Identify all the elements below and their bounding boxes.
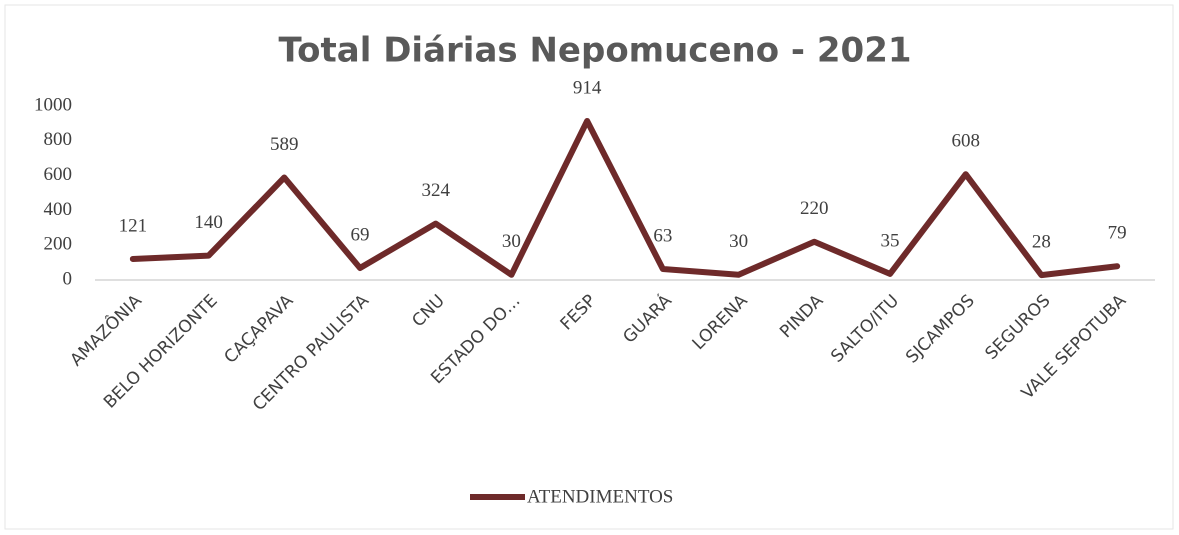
series-line xyxy=(129,117,1121,279)
data-label: 63 xyxy=(653,225,672,246)
data-label: 608 xyxy=(951,131,980,152)
data-label: 69 xyxy=(351,224,370,245)
data-label: 140 xyxy=(194,212,223,233)
y-tick-label: 800 xyxy=(44,129,73,150)
data-label: 28 xyxy=(1032,231,1051,252)
legend-label: ATENDIMENTOS xyxy=(527,486,673,507)
data-label: 79 xyxy=(1108,223,1127,244)
y-tick-label: 400 xyxy=(44,199,73,220)
y-tick-label: 1000 xyxy=(34,94,72,115)
data-label: 121 xyxy=(119,215,148,236)
data-label: 35 xyxy=(881,230,900,251)
data-label: 30 xyxy=(729,231,748,252)
data-label: 220 xyxy=(800,198,829,219)
chart-title: Total Diárias Nepomuceno - 2021 xyxy=(278,31,911,71)
data-label: 914 xyxy=(573,77,602,98)
data-label: 30 xyxy=(502,231,521,252)
y-tick-label: 0 xyxy=(63,268,73,289)
chart-border xyxy=(4,4,1174,530)
data-label: 324 xyxy=(421,180,450,201)
y-tick-label: 200 xyxy=(44,234,73,255)
data-label: 589 xyxy=(270,134,299,155)
y-tick-label: 600 xyxy=(44,164,73,185)
